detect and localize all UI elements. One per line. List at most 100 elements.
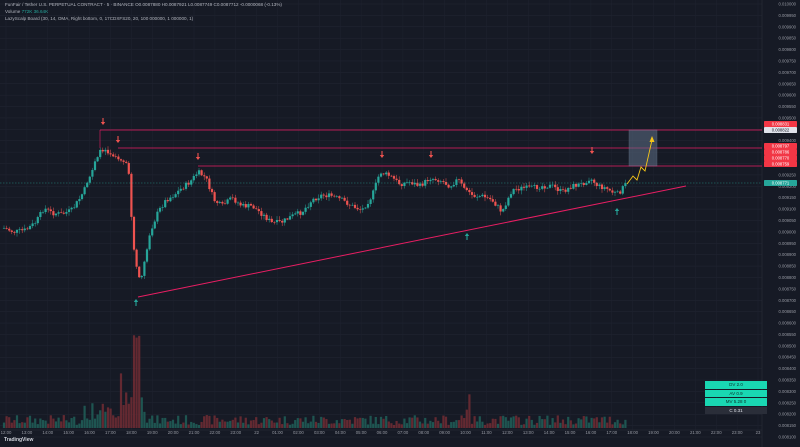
y-tick-label: 0.008850 <box>779 264 797 269</box>
candle-body <box>403 182 406 187</box>
volume-bar <box>372 423 375 428</box>
candle-body <box>265 214 268 220</box>
volume-bar <box>242 422 245 428</box>
candle-body <box>335 196 338 197</box>
candle-body <box>608 188 611 191</box>
candle-body <box>260 211 263 216</box>
volume-bar <box>112 415 115 428</box>
candle-body <box>21 229 24 231</box>
stat-c: C 0.31 <box>705 406 767 414</box>
y-tick-label: 0.009500 <box>779 115 797 120</box>
candle-body <box>54 213 58 216</box>
volume-bar <box>57 417 60 428</box>
candle-body <box>73 207 76 209</box>
candle-body <box>541 186 544 189</box>
x-tick-label: 03:00 <box>314 430 325 435</box>
volume-bar <box>543 419 546 428</box>
x-tick-label: 01:00 <box>272 430 283 435</box>
volume-bar <box>517 417 520 428</box>
volume-bar <box>525 418 528 428</box>
candle-body <box>278 220 281 221</box>
volume-bar <box>418 421 422 428</box>
candle-body <box>554 184 557 188</box>
volume-bar <box>556 415 559 428</box>
down-arrow-icon <box>100 118 106 125</box>
candle-body <box>153 221 156 229</box>
volume-bar <box>262 418 266 428</box>
candle-body <box>559 188 562 192</box>
candle-body <box>10 230 13 232</box>
x-tick-label: 22:00 <box>711 430 722 435</box>
candle-body <box>57 212 60 214</box>
up-arrow-icon <box>614 208 620 215</box>
time-axis[interactable]: 12:00 13:00 14:00 15:00 16:00 17:00 18:00 19:00… <box>1 430 761 435</box>
volume-bar <box>569 420 572 428</box>
y-tick-label: 0.009600 <box>779 93 797 98</box>
candle-body <box>101 149 104 152</box>
candle-body <box>226 199 229 204</box>
volume-bar <box>270 420 273 428</box>
candle-body <box>546 187 549 189</box>
x-tick-label: 14:00 <box>544 430 555 435</box>
volume-bar <box>431 422 435 428</box>
ascending-trendline <box>137 185 687 298</box>
x-tick-label: 11:00 <box>481 430 492 435</box>
y-tick-label: 0.009050 <box>779 218 797 223</box>
volume-bar <box>182 422 185 428</box>
volume-bar <box>18 423 21 428</box>
volume-bar <box>340 419 344 428</box>
candle-body <box>52 211 55 216</box>
candle-body <box>93 161 97 170</box>
candle-body <box>23 228 26 231</box>
volume-bar <box>15 415 19 428</box>
candle-body <box>431 178 435 180</box>
x-tick-label: 15:00 <box>565 430 576 435</box>
candle-body <box>312 198 315 203</box>
volume-bar <box>496 423 500 428</box>
price-axis[interactable]: 0.010000 0.009950 0.009900 0.009850 0.009800… <box>764 2 797 440</box>
volume-bar <box>299 418 302 428</box>
arrow-head <box>614 208 620 211</box>
volume-bar <box>203 416 206 428</box>
volume-bar <box>392 424 396 428</box>
volume-bar <box>619 423 622 428</box>
candle-body <box>213 192 216 202</box>
candle-body <box>343 197 346 201</box>
candle-body <box>340 197 344 199</box>
volume-bar <box>502 415 505 428</box>
volume-bar <box>504 417 507 428</box>
volume-bar <box>374 416 377 428</box>
volume-bar <box>585 416 588 428</box>
candle-body <box>533 185 536 186</box>
x-tick-label: 16:00 <box>84 430 95 435</box>
volume-bar <box>36 424 39 428</box>
candle-body <box>382 173 385 175</box>
volume-bar <box>379 416 383 428</box>
candle-body <box>273 222 276 223</box>
volume-bar <box>447 424 450 428</box>
volume-bar <box>44 420 47 428</box>
candle-body <box>379 173 383 177</box>
volume-bar <box>255 417 258 428</box>
x-tick-label: 21:00 <box>690 430 701 435</box>
candle-body <box>288 216 292 220</box>
candle-body <box>502 209 505 212</box>
volume-bar <box>288 424 292 428</box>
x-tick-label: 23 <box>756 430 761 435</box>
arrow-head <box>379 155 385 158</box>
volume-bar <box>387 421 390 428</box>
x-tick-label: 20:00 <box>669 430 680 435</box>
volume-bar <box>96 414 99 428</box>
volume-bar <box>213 415 216 428</box>
volume-bar <box>117 416 120 428</box>
candle-body <box>70 207 73 210</box>
candle-body <box>450 186 453 188</box>
volume-bar <box>26 417 29 428</box>
candle-body <box>481 194 484 197</box>
volume-bar <box>434 417 437 428</box>
candle-body <box>369 199 372 204</box>
volume-bar <box>132 335 136 428</box>
volume-bar <box>10 422 13 428</box>
volume-bar <box>595 417 598 428</box>
